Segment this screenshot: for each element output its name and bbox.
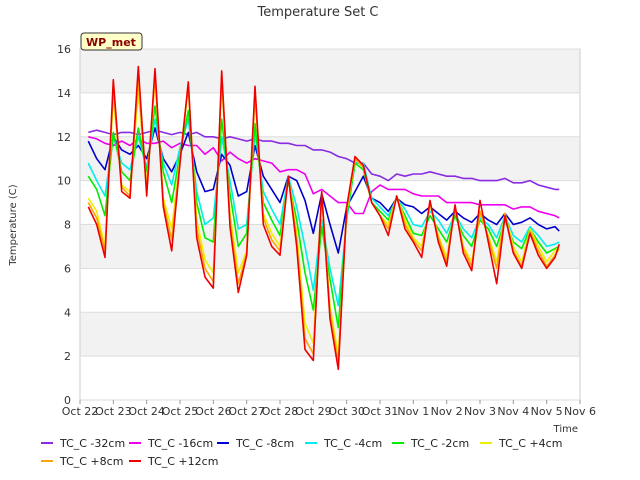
y-tick-label: 6 (64, 262, 71, 275)
plot-band (80, 49, 580, 93)
y-tick-label: 10 (57, 175, 71, 188)
x-tick-label: Nov 2 (431, 405, 463, 418)
series-line (88, 129, 560, 191)
legend-label: TC_C +4cm (498, 437, 562, 450)
x-tick-label: Oct 31 (362, 405, 399, 418)
legend-label: TC_C +8cm (59, 455, 123, 468)
y-axis: 0 2 4 6 8 10 12 14 16 (57, 43, 71, 407)
x-tick-label: Oct 28 (262, 405, 299, 418)
chart-title: Temperature Set C (256, 5, 378, 20)
x-tick-label: Oct 22 (62, 405, 99, 418)
badge: WP_met (80, 32, 143, 51)
legend-label: TC_C -16cm (147, 437, 213, 450)
x-tick-label: Oct 23 (95, 405, 132, 418)
series-line (88, 136, 560, 219)
y-tick-label: 4 (64, 306, 71, 319)
x-tick-label: Nov 5 (531, 405, 563, 418)
legend: TC_C -32cm TC_C -16cm TC_C -8cm TC_C -4cm TC… (41, 437, 562, 468)
y-tick-label: 2 (64, 350, 71, 363)
legend-label: TC_C -8cm (235, 437, 294, 450)
y-tick-label: 0 (64, 394, 71, 407)
legend-label: TC_C +12cm (147, 455, 218, 468)
x-tick-label: Oct 26 (195, 405, 232, 418)
plot-band (80, 92, 580, 137)
series-lines (87, 65, 560, 371)
x-tick-label: Oct 29 (295, 405, 332, 418)
x-tick-label: Nov 6 (564, 405, 596, 418)
x-tick-label: Oct 30 (328, 405, 365, 418)
badge-box (80, 32, 143, 51)
x-tick-label: Nov 3 (464, 405, 496, 418)
x-tick-label: Oct 27 (228, 405, 265, 418)
y-tick-label: 8 (64, 219, 71, 232)
plot-band (80, 224, 580, 269)
y-tick-label: 16 (57, 43, 71, 56)
legend-label: TC_C -4cm (323, 437, 382, 450)
x-tick-label: Nov 4 (497, 405, 529, 418)
series-line (87, 127, 560, 254)
x-tick-label: Oct 24 (128, 405, 165, 418)
plot-band (80, 356, 580, 400)
series-line (87, 65, 560, 371)
x-axis-title: Time (553, 424, 578, 435)
legend-label: TC_C -2cm (410, 437, 469, 450)
badge-label: WP_met (86, 36, 136, 49)
x-tick-label: Nov 1 (397, 405, 429, 418)
y-axis-title: Temperature (C) (8, 184, 19, 266)
legend-label: TC_C -32cm (59, 437, 125, 450)
y-tick-label: 14 (57, 87, 71, 100)
y-tick-label: 12 (57, 131, 71, 144)
x-tick-label: Oct 25 (162, 405, 199, 418)
